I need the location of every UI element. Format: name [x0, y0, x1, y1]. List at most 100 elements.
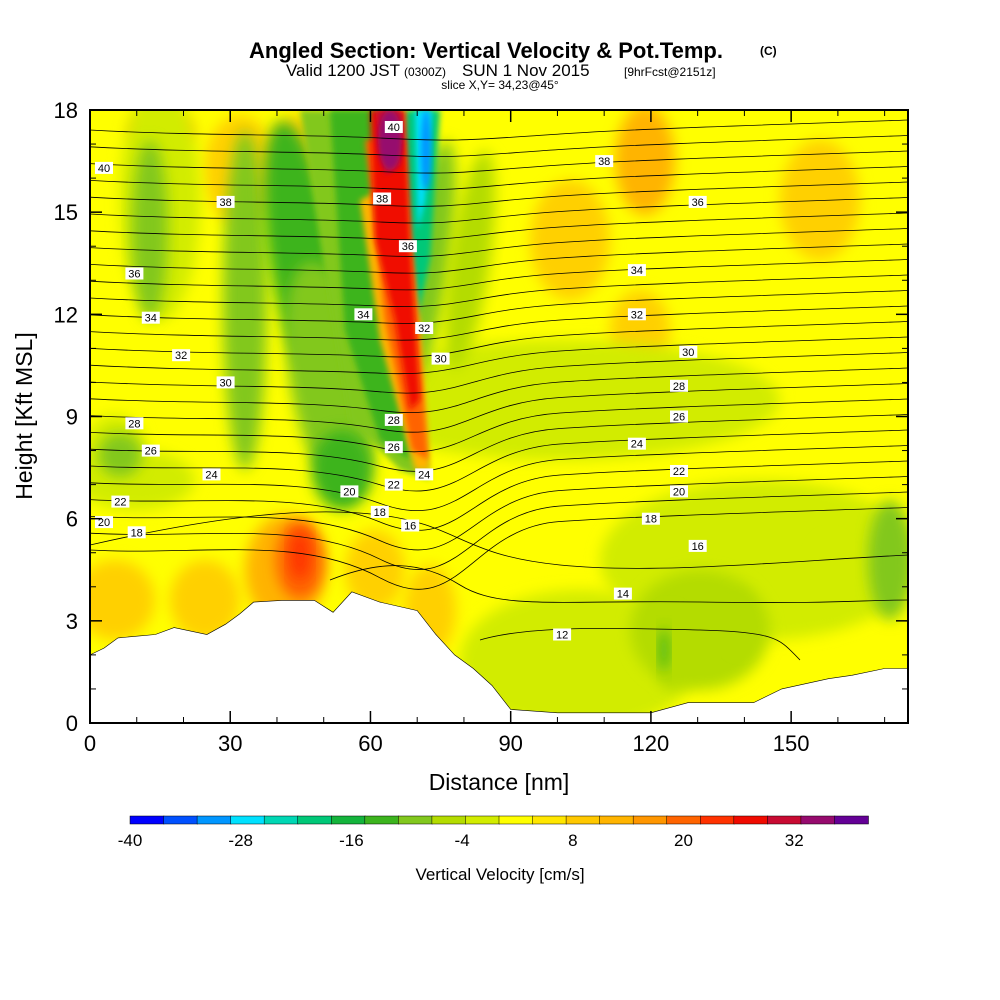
theta-contour-line	[90, 135, 908, 157]
contour-label-bg	[627, 437, 646, 450]
colorbar-segment	[364, 815, 400, 825]
y-tick-label: 9	[66, 405, 78, 430]
contour-label-bg	[670, 485, 688, 498]
colorbar-segment	[632, 815, 668, 825]
theta-contour-line	[90, 166, 908, 191]
contour-label-bg	[627, 264, 646, 277]
theta-contour-label: 22	[670, 465, 688, 478]
y-tick-label: 6	[66, 507, 78, 532]
theta-contour-line	[90, 321, 908, 358]
theta-contour-label: 18	[127, 526, 146, 539]
colorbar-segment	[498, 815, 534, 825]
contour-label-bg	[384, 413, 403, 426]
theta-contour-label: 32	[627, 308, 646, 321]
theta-contour-label: 34	[141, 311, 160, 325]
colorbar-tick-label: 8	[568, 831, 577, 850]
colorbar-segment	[263, 815, 299, 825]
contour-label-text: 34	[631, 265, 643, 277]
colorbar-segment	[431, 815, 467, 825]
contour-label-text: 24	[205, 469, 217, 481]
y-tick-label: 18	[54, 98, 78, 123]
contour-label-bg	[688, 539, 707, 552]
theta-contour-line	[90, 259, 908, 291]
theta-contour-line	[90, 507, 908, 590]
contour-label-bg	[384, 478, 403, 491]
contour-label-bg	[216, 376, 235, 389]
x-tick-label: 90	[498, 731, 522, 756]
contour-label-text: 30	[434, 354, 446, 366]
velocity-region	[170, 560, 240, 640]
colorbar-segment	[800, 815, 836, 825]
velocity-region	[90, 560, 155, 640]
colorbar-tick-label: -28	[228, 831, 253, 850]
contour-label-text: 30	[219, 377, 231, 389]
theta-contour-label: 38	[595, 155, 614, 168]
theta-contour-line	[90, 150, 908, 174]
contour-label-bg	[627, 308, 646, 321]
colorbar-title: Vertical Velocity [cm/s]	[415, 865, 584, 884]
theta-contour-label: 24	[415, 468, 434, 481]
velocity-region	[340, 340, 780, 460]
subtitle-valid: Valid 1200 JST	[286, 61, 400, 80]
theta-contour-label: 32	[415, 322, 434, 335]
velocity-region	[659, 628, 669, 672]
theta-contour-label: 28	[670, 379, 688, 393]
colorbar-segment	[230, 815, 265, 825]
velocity-band	[370, 110, 420, 410]
theta-contour-line	[90, 414, 908, 472]
colorbar-segment	[767, 815, 802, 825]
contour-label-bg	[553, 628, 572, 641]
colorbar-segment	[163, 815, 198, 825]
terrain	[90, 591, 908, 723]
contour-label-text: 20	[98, 517, 110, 529]
contour-label-bg	[127, 526, 146, 539]
contour-label-text: 40	[388, 122, 400, 134]
x-tick-label: 120	[633, 731, 670, 756]
x-tick-label: 150	[773, 731, 810, 756]
theta-contour-line	[90, 429, 908, 492]
theta-contour-line	[90, 305, 908, 341]
contour-label-text: 26	[145, 446, 157, 458]
contour-label-bg	[679, 345, 698, 358]
theta-contour-line	[329, 565, 908, 603]
contour-label-text: 28	[673, 381, 685, 393]
contour-label-text: 32	[175, 350, 187, 362]
contour-label-text: 24	[418, 469, 430, 481]
theta-contour-line	[90, 243, 908, 274]
theta-contour-label: 32	[172, 349, 191, 362]
contour-label-bg	[141, 444, 160, 457]
colorbar-segment	[599, 815, 634, 825]
x-tick-label: 0	[84, 731, 96, 756]
velocity-core	[421, 110, 431, 190]
theta-contour-label: 38	[373, 192, 392, 206]
theta-contour-line	[90, 491, 908, 571]
contour-label-bg	[415, 322, 434, 334]
contour-label-text: 20	[343, 486, 355, 498]
contour-label-bg	[613, 587, 632, 600]
theta-contour-line	[90, 274, 908, 308]
theta-contour-label: 28	[125, 417, 144, 430]
colorbar-segment	[532, 815, 567, 825]
velocity-region	[615, 110, 675, 215]
plot-area: 40 38 36 34 32 30 28 26 24 22 20 18 40 38 36 34 32 30 28 26…	[90, 110, 908, 723]
contour-label-text: 32	[418, 323, 430, 335]
theta-contour-line	[90, 445, 908, 512]
velocity-region	[444, 151, 496, 369]
contour-label-text: 16	[692, 541, 704, 553]
contour-label-bg	[384, 441, 403, 454]
y-tick-label: 0	[66, 711, 78, 736]
y-tick-label: 12	[54, 302, 78, 327]
theta-contour-label: 26	[670, 410, 688, 424]
theta-contour-line	[90, 228, 908, 257]
theta-contour-label: 26	[384, 441, 403, 454]
contour-label-bg	[595, 155, 614, 168]
contour-label-bg	[373, 192, 392, 205]
theta-contour-label: 34	[627, 264, 646, 277]
contour-label-bg	[125, 267, 144, 280]
theta-contour-line	[90, 352, 908, 394]
colorbar-tick-label: 20	[674, 831, 693, 850]
contour-label-text: 32	[631, 309, 643, 321]
theta-contour-labels: 40 38 36 34 32 30 28 26 24 22 20 18 40 38 36 34 32 30 28 26…	[95, 121, 707, 642]
